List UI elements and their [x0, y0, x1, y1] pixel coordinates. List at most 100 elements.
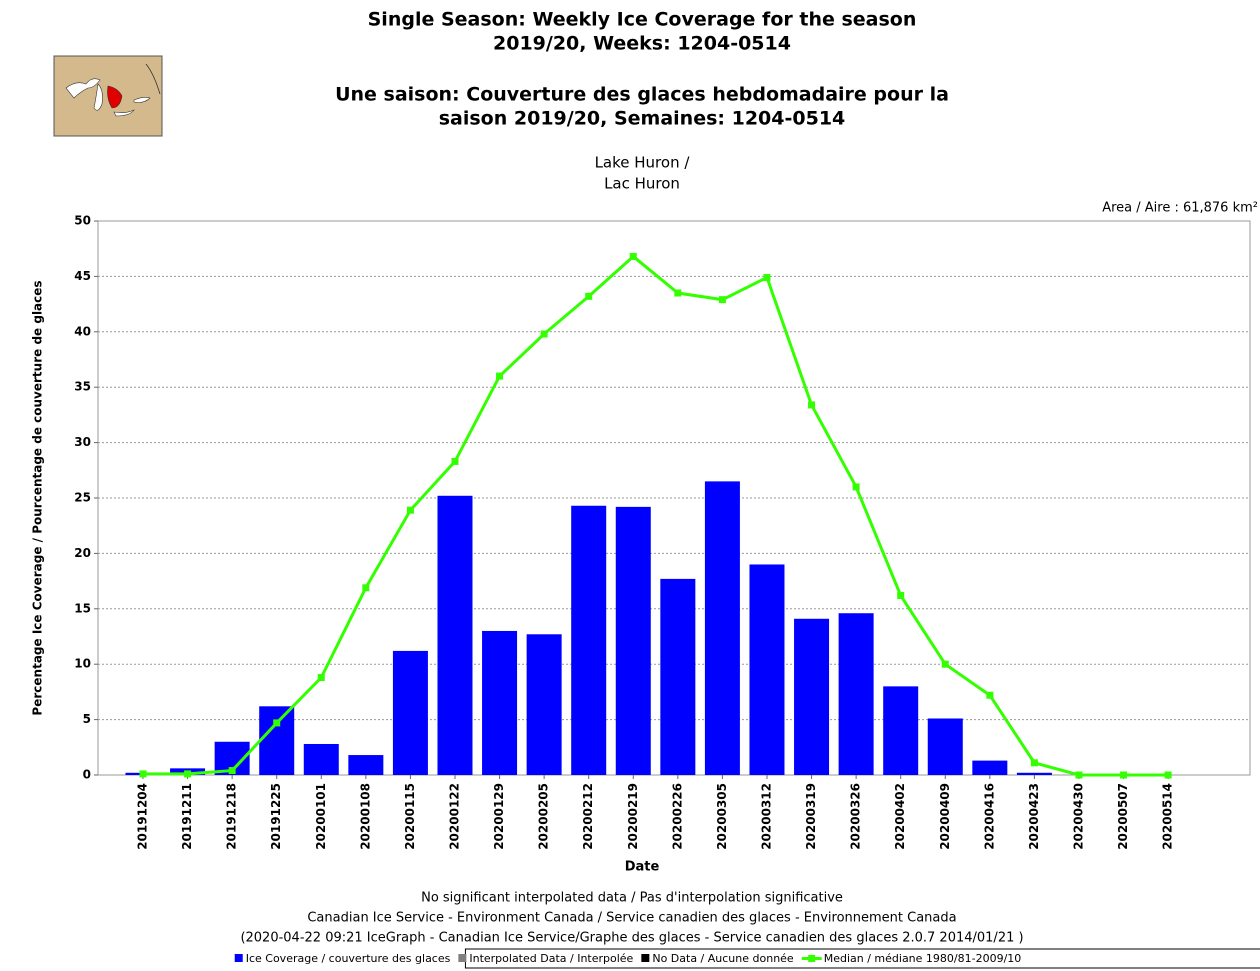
x-tick-label: 20200101 [314, 783, 328, 850]
median-marker [585, 292, 593, 300]
y-tick-label: 5 [83, 712, 91, 726]
chart-title: Une saison: Couverture des glaces hebdom… [335, 84, 949, 106]
y-tick-label: 30 [74, 435, 91, 449]
chart-subtitle: Lake Huron / [595, 154, 691, 172]
y-tick-label: 0 [83, 768, 91, 782]
median-marker [986, 691, 994, 699]
median-marker [941, 660, 949, 668]
bar [259, 706, 295, 775]
y-tick-label: 45 [74, 269, 91, 283]
x-tick-label: 20200219 [626, 783, 640, 850]
median-marker [808, 401, 816, 409]
x-tick-label: 20200423 [1027, 783, 1041, 850]
x-tick-label: 20200430 [1071, 783, 1085, 850]
x-tick-label: 20200312 [759, 783, 773, 850]
x-tick-label: 20200226 [670, 783, 684, 850]
footer-note: Canadian Ice Service - Environment Canad… [307, 911, 956, 926]
bar [660, 578, 696, 775]
bar [927, 718, 963, 775]
bar [972, 760, 1008, 775]
median-marker [1164, 771, 1172, 779]
median-marker [228, 767, 236, 775]
median-marker [897, 592, 905, 600]
bar [704, 481, 740, 775]
y-tick-label: 40 [74, 324, 91, 338]
y-tick-label: 20 [74, 546, 91, 560]
footer-note: (2020-04-22 09:21 IceGraph - Canadian Ic… [240, 931, 1023, 946]
legend-label: Median / médiane 1980/81-2009/10 [824, 952, 1022, 965]
chart-title: 2019/20, Weeks: 1204-0514 [493, 33, 791, 55]
bar [615, 506, 651, 775]
median-marker [1075, 771, 1083, 779]
legend: Ice Coverage / couverture des glaces Inte… [234, 948, 1260, 969]
x-tick-label: 20200507 [1116, 783, 1130, 850]
x-tick-label: 20191218 [225, 783, 239, 850]
median-marker [763, 274, 771, 282]
bar [392, 650, 428, 775]
median-marker [629, 252, 637, 260]
legend-swatch [641, 954, 650, 962]
x-tick-label: 20200129 [492, 783, 506, 850]
y-tick-label: 50 [74, 214, 91, 228]
x-tick-label: 20200212 [581, 783, 595, 850]
legend-swatch [808, 955, 816, 962]
median-marker [184, 770, 192, 778]
median-marker [852, 483, 860, 491]
bar [526, 634, 562, 775]
bar [348, 755, 384, 775]
median-marker [362, 584, 370, 592]
legend-swatch [234, 954, 243, 962]
bar [1016, 772, 1052, 775]
map-icon [53, 55, 163, 137]
legend-swatch [458, 954, 467, 962]
y-tick-label: 10 [74, 657, 91, 671]
chart-subtitle: Lac Huron [604, 175, 680, 193]
median-marker [718, 296, 726, 304]
x-tick-label: 20200205 [537, 783, 551, 850]
bar [883, 686, 919, 775]
x-tick-label: 20200416 [982, 783, 996, 850]
y-tick-label: 15 [74, 601, 91, 615]
bar [482, 630, 518, 775]
x-tick-label: 20200319 [804, 783, 818, 850]
bar [794, 618, 830, 775]
x-tick-label: 20200108 [358, 783, 372, 850]
x-tick-label: 20191204 [136, 783, 150, 850]
median-marker [674, 289, 682, 297]
bar [571, 505, 607, 775]
y-tick-label: 35 [74, 380, 91, 394]
x-tick-label: 20200402 [893, 783, 907, 850]
median-marker [451, 457, 459, 465]
median-line [143, 254, 1169, 777]
x-tick-label: 20191225 [269, 783, 283, 850]
bar [838, 613, 874, 775]
x-tick-label: 20200122 [447, 783, 461, 850]
footer-note: No significant interpolated data / Pas d… [421, 891, 843, 906]
y-tick-label: 25 [74, 491, 91, 505]
area-annotation: Area / Aire : 61,876 km² [1102, 201, 1258, 216]
median-marker [1120, 771, 1128, 779]
x-axis-label: Date [625, 860, 660, 875]
x-tick-label: 20200326 [849, 783, 863, 850]
x-tick-label: 20200514 [1161, 783, 1175, 850]
x-tick-label: 20191211 [180, 783, 194, 850]
chart-title: Single Season: Weekly Ice Coverage for t… [368, 9, 917, 31]
median-marker [139, 770, 147, 778]
y-axis-label: Percentage Ice Coverage / Pourcentage de… [31, 280, 45, 715]
legend-label: No Data / Aucune donnée [652, 952, 794, 965]
median-marker [496, 372, 504, 380]
median-marker [406, 506, 414, 514]
median-marker [273, 719, 281, 727]
bar [437, 495, 473, 775]
x-tick-label: 20200409 [938, 783, 952, 850]
median-marker [540, 330, 548, 338]
bar [303, 743, 339, 775]
legend-label: Ice Coverage / couverture des glaces [246, 952, 451, 965]
x-tick-label: 20200305 [715, 783, 729, 850]
bar [749, 564, 785, 775]
median-marker [1030, 759, 1038, 767]
x-tick-label: 20200115 [403, 783, 417, 850]
chart-title: saison 2019/20, Semaines: 1204-0514 [439, 108, 846, 130]
legend-label: Interpolated Data / Interpolée [469, 952, 633, 965]
